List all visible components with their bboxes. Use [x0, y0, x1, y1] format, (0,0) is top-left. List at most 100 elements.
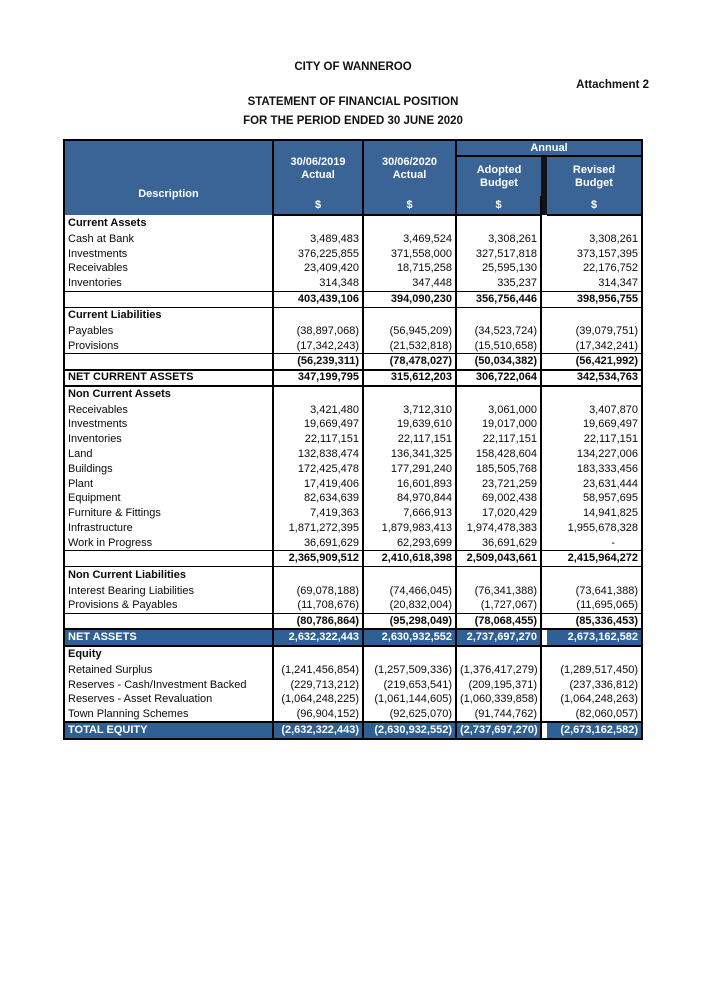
- row-label: [64, 550, 274, 568]
- statement-table: Description 30/06/2019 Actual 30/06/2020…: [63, 139, 643, 740]
- cell-value: (17,342,243): [273, 338, 364, 354]
- attachment-label: Attachment 2: [576, 79, 649, 91]
- cell-value: 22,117,151: [547, 432, 642, 448]
- statement-title: STATEMENT OF FINANCIAL POSITION: [247, 96, 459, 108]
- table-row: Current Liabilities: [64, 307, 642, 325]
- cell-value: 19,669,497: [547, 417, 642, 433]
- table-row: TOTAL EQUITY (2,632,322,443) (2,630,932,55…: [64, 721, 642, 740]
- cell-value: 1,879,983,413: [363, 521, 457, 536]
- cell-value: (15,510,658): [456, 338, 542, 354]
- header-column-spacer: [541, 156, 547, 215]
- column-spacer: [541, 307, 547, 325]
- row-label: Work in Progress: [64, 535, 274, 551]
- row-label: Retained Surplus: [64, 662, 274, 678]
- column-spacer: [541, 232, 547, 247]
- cell-value: 3,712,310: [363, 402, 457, 418]
- cell-value: (34,523,724): [456, 324, 542, 339]
- table-row: Reserves - Asset Revaluation (1,064,248,2…: [64, 692, 642, 708]
- table-row: Interest Bearing Liabilities (69,078,188)…: [64, 583, 642, 599]
- cell-value: 3,308,261: [547, 232, 642, 247]
- cell-value: 2,410,618,398: [363, 550, 457, 568]
- cell-value: 17,419,406: [273, 476, 364, 492]
- cell-value: 347,199,795: [273, 368, 364, 387]
- cell-value: [273, 566, 364, 584]
- cell-value: (209,195,371): [456, 677, 542, 693]
- cell-value: [456, 307, 542, 325]
- column-spacer: [541, 506, 547, 522]
- cell-value: (39,079,751): [547, 324, 642, 339]
- cell-value: (17,342,241): [547, 338, 642, 354]
- cell-value: (2,673,162,582): [547, 721, 642, 740]
- row-label: Furniture & Fittings: [64, 506, 274, 522]
- column-spacer: [541, 246, 547, 262]
- row-label: Town Planning Schemes: [64, 707, 274, 723]
- column-spacer: [541, 276, 547, 292]
- cell-value: [456, 385, 542, 403]
- cell-value: [547, 645, 642, 663]
- table-row: Retained Surplus (1,241,456,854) (1,257,50…: [64, 662, 642, 678]
- cell-value: 315,612,203: [363, 368, 457, 387]
- cell-value: (73,641,388): [547, 583, 642, 599]
- cell-value: 17,020,429: [456, 506, 542, 522]
- table-row: Equity: [64, 645, 642, 663]
- cell-value: 19,639,610: [363, 417, 457, 433]
- cell-value: 22,117,151: [456, 432, 542, 448]
- cell-value: 23,409,420: [273, 261, 364, 277]
- cell-value: 342,534,763: [547, 368, 642, 387]
- column-spacer: [541, 491, 547, 507]
- currency-symbol: $: [456, 196, 542, 216]
- column-spacer: [541, 432, 547, 448]
- header-actual-2020-label: Actual: [392, 168, 427, 181]
- period-title: FOR THE PERIOD ENDED 30 JUNE 2020: [243, 115, 463, 127]
- row-label: Current Assets: [64, 215, 274, 232]
- cell-value: [456, 215, 542, 232]
- cell-value: 1,974,478,383: [456, 521, 542, 536]
- column-spacer: [541, 461, 547, 477]
- table-row: NET CURRENT ASSETS 347,199,795 315,612,203…: [64, 368, 642, 387]
- cell-value: (78,478,027): [363, 353, 457, 371]
- cell-value: (21,532,818): [363, 338, 457, 354]
- column-spacer: [541, 290, 547, 308]
- column-spacer: [541, 447, 547, 462]
- cell-value: [273, 645, 364, 663]
- cell-value: (56,421,992): [547, 353, 642, 371]
- column-spacer: [541, 645, 547, 663]
- row-label: Equipment: [64, 491, 274, 507]
- row-label: Investments: [64, 246, 274, 262]
- cell-value: (1,064,248,225): [273, 692, 364, 708]
- cell-value: (1,727,067): [456, 598, 542, 614]
- cell-value: 23,631,444: [547, 476, 642, 492]
- column-spacer: [541, 368, 547, 387]
- cell-value: (95,298,049): [363, 612, 457, 630]
- table-row: Infrastructure 1,871,272,395 1,879,983,413…: [64, 521, 642, 536]
- cell-value: (1,064,248,263): [547, 692, 642, 708]
- column-spacer: [541, 721, 547, 740]
- cell-value: (11,708,676): [273, 598, 364, 614]
- statement-table-body: Current Assets Cash at Bank 3,489,483 3,469…: [64, 215, 642, 740]
- cell-value: (69,078,188): [273, 583, 364, 599]
- cell-value: 3,308,261: [456, 232, 542, 247]
- cell-value: 2,509,043,661: [456, 550, 542, 568]
- table-row: NET ASSETS 2,632,322,443 2,630,932,552 2,73…: [64, 628, 642, 647]
- cell-value: (85,336,453): [547, 612, 642, 630]
- cell-value: 82,634,639: [273, 491, 364, 507]
- cell-value: [273, 307, 364, 325]
- header-annual-band: Annual: [456, 140, 642, 157]
- cell-value: [363, 385, 457, 403]
- cell-value: (80,786,864): [273, 612, 364, 630]
- cell-value: 373,157,395: [547, 246, 642, 262]
- column-spacer: [541, 662, 547, 678]
- column-spacer: [541, 261, 547, 277]
- cell-value: 18,715,258: [363, 261, 457, 277]
- row-label: Buildings: [64, 461, 274, 477]
- table-row: Receivables 3,421,480 3,712,310 3,061,000 3,…: [64, 402, 642, 418]
- table-row: Inventories 314,348 347,448 335,237 314,347: [64, 276, 642, 292]
- cell-value: (76,341,388): [456, 583, 542, 599]
- table-row: Investments 19,669,497 19,639,610 19,017,00…: [64, 417, 642, 433]
- cell-value: 327,517,818: [456, 246, 542, 262]
- row-label: Provisions & Payables: [64, 598, 274, 614]
- table-row: Equipment 82,634,639 84,970,844 69,002,438 5…: [64, 491, 642, 507]
- column-spacer: [541, 521, 547, 536]
- cell-value: 3,489,483: [273, 232, 364, 247]
- column-spacer: [541, 598, 547, 614]
